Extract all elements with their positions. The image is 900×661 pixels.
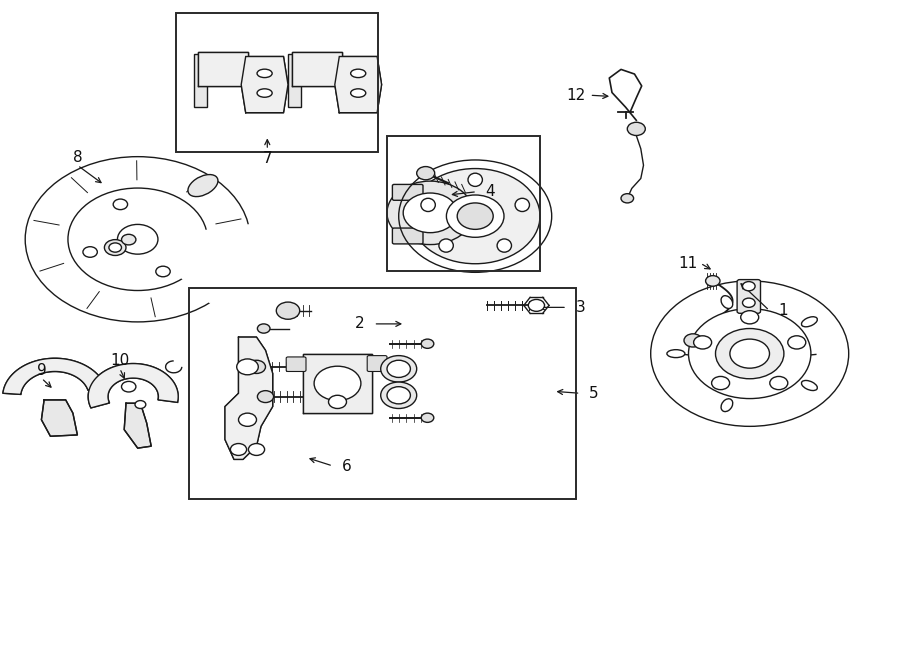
Bar — [387, 136, 540, 271]
Circle shape — [770, 376, 788, 389]
Text: 7: 7 — [263, 151, 272, 166]
Text: 11: 11 — [678, 256, 698, 270]
Ellipse shape — [351, 89, 365, 97]
Circle shape — [387, 360, 410, 377]
Ellipse shape — [802, 381, 817, 391]
Polygon shape — [303, 354, 372, 413]
Circle shape — [276, 302, 300, 319]
Polygon shape — [335, 56, 382, 112]
Circle shape — [122, 381, 136, 392]
Ellipse shape — [421, 198, 436, 212]
Circle shape — [328, 395, 346, 408]
Circle shape — [156, 266, 170, 277]
Circle shape — [688, 309, 811, 399]
FancyBboxPatch shape — [737, 280, 760, 313]
Ellipse shape — [257, 69, 272, 77]
Circle shape — [248, 444, 265, 455]
Text: 4: 4 — [486, 184, 495, 199]
Ellipse shape — [721, 295, 733, 309]
Ellipse shape — [468, 173, 482, 186]
Polygon shape — [194, 54, 207, 107]
Ellipse shape — [351, 69, 365, 77]
Circle shape — [421, 413, 434, 422]
Circle shape — [627, 122, 645, 136]
FancyBboxPatch shape — [286, 357, 306, 371]
FancyBboxPatch shape — [367, 356, 387, 371]
Text: 9: 9 — [37, 363, 46, 377]
Circle shape — [83, 247, 97, 257]
Circle shape — [257, 391, 274, 403]
Circle shape — [238, 413, 256, 426]
Circle shape — [230, 444, 247, 455]
FancyBboxPatch shape — [392, 228, 423, 244]
Circle shape — [421, 339, 434, 348]
Polygon shape — [225, 337, 273, 459]
Circle shape — [457, 203, 493, 229]
Polygon shape — [198, 52, 248, 86]
Text: 8: 8 — [73, 150, 82, 165]
Circle shape — [742, 298, 755, 307]
Text: 6: 6 — [342, 459, 351, 473]
Polygon shape — [292, 52, 342, 86]
Circle shape — [741, 311, 759, 324]
Text: 10: 10 — [110, 353, 130, 368]
Circle shape — [684, 334, 702, 347]
Circle shape — [117, 224, 158, 254]
Circle shape — [109, 243, 122, 252]
Circle shape — [122, 234, 136, 245]
Circle shape — [68, 188, 207, 291]
Circle shape — [104, 239, 126, 255]
Circle shape — [387, 181, 473, 245]
Text: 12: 12 — [566, 88, 586, 102]
Circle shape — [113, 199, 128, 210]
Circle shape — [528, 299, 544, 311]
Ellipse shape — [497, 239, 511, 252]
Circle shape — [248, 360, 266, 373]
Polygon shape — [25, 157, 250, 322]
Circle shape — [651, 281, 849, 426]
Polygon shape — [41, 400, 77, 436]
Text: 2: 2 — [356, 317, 364, 331]
Circle shape — [387, 387, 410, 404]
Ellipse shape — [439, 239, 454, 252]
Circle shape — [135, 401, 146, 408]
Circle shape — [381, 356, 417, 382]
Circle shape — [712, 376, 730, 389]
Polygon shape — [287, 54, 301, 107]
Circle shape — [730, 339, 770, 368]
Ellipse shape — [802, 317, 817, 327]
Text: 5: 5 — [590, 386, 598, 401]
Circle shape — [403, 193, 457, 233]
Circle shape — [446, 195, 504, 237]
Ellipse shape — [515, 198, 529, 212]
Circle shape — [314, 366, 361, 401]
Polygon shape — [88, 364, 178, 408]
Ellipse shape — [667, 350, 685, 358]
Circle shape — [694, 336, 712, 349]
Circle shape — [621, 194, 634, 203]
Circle shape — [257, 324, 270, 333]
Polygon shape — [124, 403, 151, 448]
Circle shape — [410, 169, 540, 264]
Circle shape — [417, 167, 435, 180]
Circle shape — [716, 329, 784, 379]
Circle shape — [788, 336, 806, 349]
Circle shape — [381, 382, 417, 408]
Polygon shape — [241, 56, 288, 112]
Ellipse shape — [721, 399, 733, 412]
Ellipse shape — [257, 89, 272, 97]
Polygon shape — [3, 358, 105, 395]
Bar — [176, 13, 378, 152]
FancyBboxPatch shape — [392, 184, 423, 200]
Circle shape — [706, 276, 720, 286]
Polygon shape — [138, 224, 259, 307]
Circle shape — [237, 359, 258, 375]
Ellipse shape — [188, 175, 218, 196]
Text: 1: 1 — [778, 303, 788, 318]
Bar — [189, 288, 576, 499]
Text: 3: 3 — [576, 300, 585, 315]
Circle shape — [742, 282, 755, 291]
